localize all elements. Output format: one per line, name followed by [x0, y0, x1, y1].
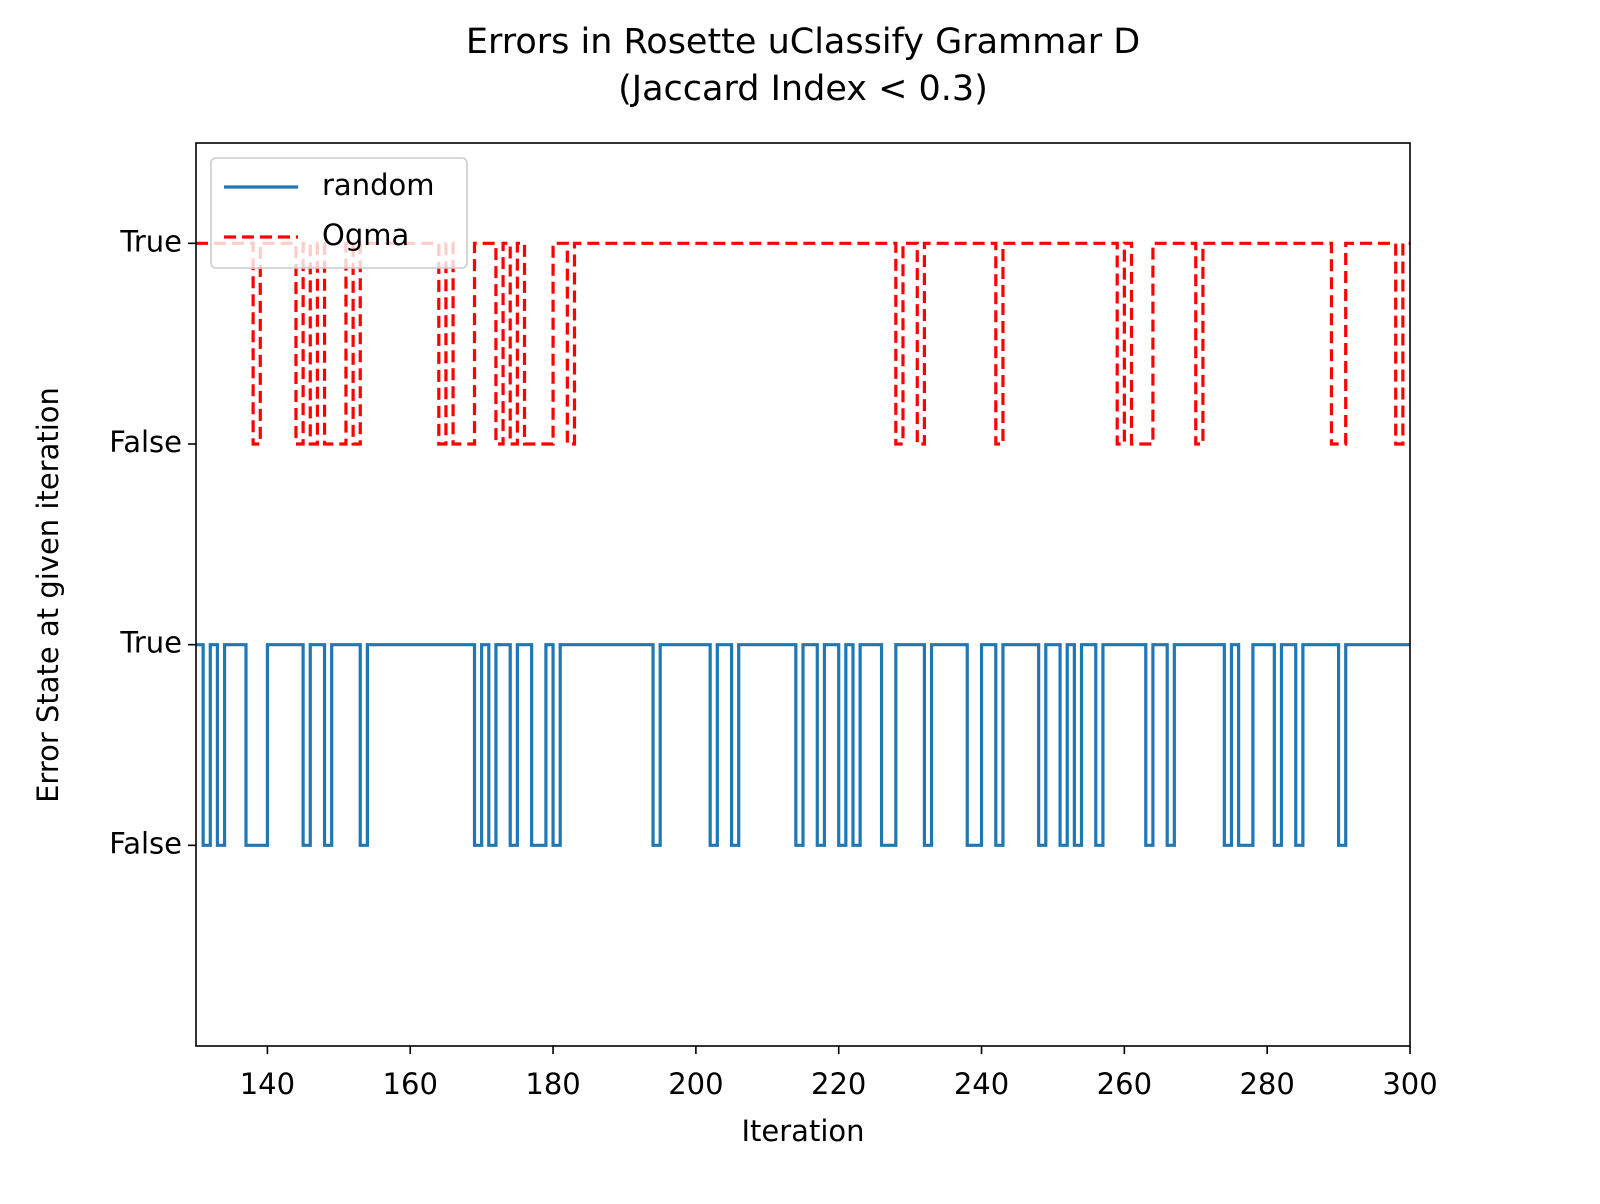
legend-label: random: [322, 168, 434, 202]
x-tick-label: 240: [954, 1067, 1009, 1101]
chart-title: (Jaccard Index < 0.3): [618, 69, 988, 109]
x-tick-label: 180: [525, 1067, 580, 1101]
x-tick-label: 140: [240, 1067, 295, 1101]
x-tick-label: 220: [811, 1067, 866, 1101]
legend-label: Ogma: [322, 218, 409, 252]
x-tick-label: 280: [1239, 1067, 1294, 1101]
plot-frame: [195, 142, 1411, 1047]
y-tick-label: True: [119, 224, 182, 258]
y-tick-label: False: [109, 826, 182, 860]
y-axis-label: Error State at given iteration: [31, 387, 65, 803]
y-tick-label: True: [119, 626, 182, 660]
step-line: [196, 643, 1410, 847]
x-axis-label: Iteration: [741, 1114, 864, 1148]
y-tick-label: False: [109, 425, 182, 459]
x-tick-label: 300: [1382, 1067, 1437, 1101]
chart-title: Errors in Rosette uClassify Grammar D: [466, 22, 1140, 62]
x-tick-label: 200: [668, 1067, 723, 1101]
x-tick-label: 260: [1097, 1067, 1152, 1101]
x-tick-label: 160: [383, 1067, 438, 1101]
step-line: [196, 241, 1410, 446]
